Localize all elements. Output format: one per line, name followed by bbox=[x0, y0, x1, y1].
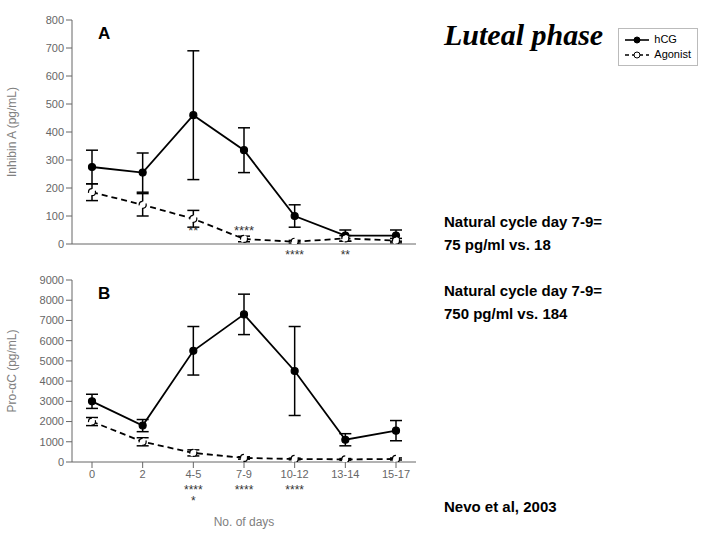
svg-text:No. of days: No. of days bbox=[214, 515, 275, 529]
svg-text:800: 800 bbox=[46, 14, 64, 26]
html-text:Agonist: Agonist bbox=[654, 48, 691, 60]
html-text:Luteal phase: Luteal phase bbox=[444, 18, 604, 51]
svg-text:**: ** bbox=[188, 223, 198, 238]
svg-text:600: 600 bbox=[46, 70, 64, 82]
html-text:Natural cycle day 7-9= 75 pg/m: Natural cycle day 7-9= 75 pg/ml vs. 18 bbox=[444, 213, 602, 253]
html-text:Nevo et al, 2003: Nevo et al, 2003 bbox=[444, 497, 557, 515]
svg-text:500: 500 bbox=[46, 98, 64, 110]
svg-text:2000: 2000 bbox=[40, 415, 64, 427]
svg-text:****: **** bbox=[235, 483, 254, 497]
svg-text:400: 400 bbox=[46, 126, 64, 138]
svg-text:****: **** bbox=[285, 483, 304, 497]
svg-text:0: 0 bbox=[89, 468, 95, 480]
svg-text:9000: 9000 bbox=[40, 274, 64, 286]
svg-text:Pro-αC (pg/mL): Pro-αC (pg/mL) bbox=[8, 330, 19, 413]
svg-text:15-17: 15-17 bbox=[382, 468, 410, 480]
svg-text:200: 200 bbox=[46, 182, 64, 194]
svg-text:100: 100 bbox=[46, 210, 64, 222]
svg-text:6000: 6000 bbox=[40, 335, 64, 347]
svg-text:4-5: 4-5 bbox=[185, 468, 201, 480]
svg-text:7000: 7000 bbox=[40, 314, 64, 326]
svg-text:8000: 8000 bbox=[40, 294, 64, 306]
svg-text:5000: 5000 bbox=[40, 355, 64, 367]
svg-text:Inhibin A (pg/mL): Inhibin A (pg/mL) bbox=[8, 87, 19, 177]
html-text:B: B bbox=[98, 284, 111, 303]
html-text:Natural cycle day 7-9= 750 pg/: Natural cycle day 7-9= 750 pg/ml vs. 184 bbox=[444, 282, 602, 322]
svg-text:*: * bbox=[191, 494, 196, 508]
svg-text:0: 0 bbox=[58, 238, 64, 250]
svg-text:2: 2 bbox=[140, 468, 146, 480]
html-text:A: A bbox=[98, 24, 111, 43]
svg-text:300: 300 bbox=[46, 154, 64, 166]
svg-text:7-9: 7-9 bbox=[236, 468, 252, 480]
svg-text:**: ** bbox=[341, 248, 351, 262]
svg-text:****: **** bbox=[285, 248, 304, 262]
svg-text:13-14: 13-14 bbox=[331, 468, 359, 480]
svg-text:700: 700 bbox=[46, 42, 64, 54]
svg-text:10-12: 10-12 bbox=[281, 468, 309, 480]
svg-text:4000: 4000 bbox=[40, 375, 64, 387]
svg-text:0: 0 bbox=[58, 456, 64, 468]
svg-text:1000: 1000 bbox=[40, 436, 64, 448]
svg-text:****: **** bbox=[234, 223, 254, 238]
html-text:hCG: hCG bbox=[654, 33, 677, 45]
svg-text:3000: 3000 bbox=[40, 395, 64, 407]
